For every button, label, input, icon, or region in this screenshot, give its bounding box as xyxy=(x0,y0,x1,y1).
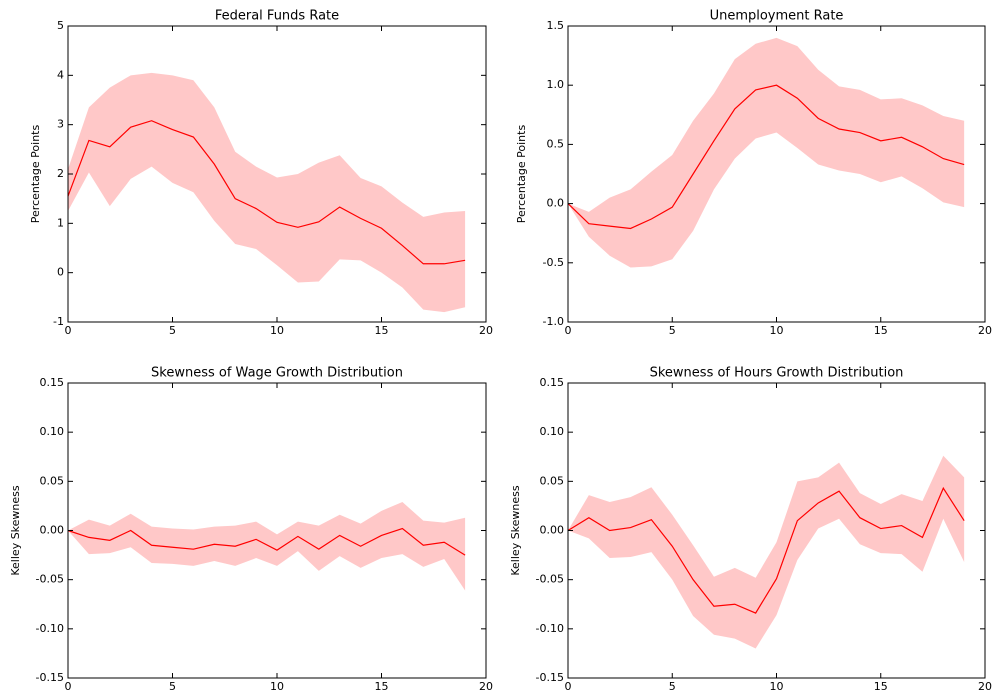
subplot: 0 5 10 15 20 -0.15 -0.10 -0.05 0.00 0.05 0.10 0.15 S… xyxy=(9,366,493,694)
x-tick-label: 20 xyxy=(978,324,992,337)
x-tick-label: 10 xyxy=(270,680,284,693)
y-tick-label: 1 xyxy=(57,216,64,229)
confidence-band xyxy=(68,72,466,313)
y-tick-label: 3 xyxy=(57,118,64,131)
y-tick-label: -0.15 xyxy=(536,671,564,684)
x-tick-label: 15 xyxy=(874,680,888,693)
series-line xyxy=(567,84,965,230)
y-tick-label: 0.05 xyxy=(540,474,565,487)
confidence-band xyxy=(568,37,965,268)
x-tick-label: 0 xyxy=(565,324,572,337)
subplot-title: Federal Funds Rate xyxy=(215,9,339,24)
y-tick-label: -0.5 xyxy=(543,256,564,269)
confidence-band xyxy=(568,455,965,649)
subplot-title: Skewness of Wage Growth Distribution xyxy=(151,366,403,381)
x-tick-label: 20 xyxy=(479,324,493,337)
y-tick-label: 5 xyxy=(57,19,64,32)
series-line xyxy=(567,486,965,614)
x-tick-label: 5 xyxy=(169,324,176,337)
y-tick-label: 0.5 xyxy=(547,137,565,150)
series-line xyxy=(67,527,466,556)
y-tick-label: 0.00 xyxy=(40,524,65,537)
y-axis-label: Percentage Points xyxy=(29,125,42,224)
x-tick-label: 0 xyxy=(65,680,72,693)
y-tick-label: -1 xyxy=(53,315,64,328)
x-tick-label: 20 xyxy=(978,680,992,693)
x-tick-label: 10 xyxy=(270,324,284,337)
x-tick-label: 10 xyxy=(770,680,784,693)
y-tick-label: -0.05 xyxy=(536,573,564,586)
y-tick-label: 2 xyxy=(57,167,64,180)
series-line xyxy=(67,120,466,265)
x-tick-label: 15 xyxy=(874,324,888,337)
confidence-band xyxy=(68,501,466,591)
y-axis-label: Kelley Skewness xyxy=(509,485,522,576)
y-tick-label: 0.15 xyxy=(540,376,565,389)
y-tick-label: 0.00 xyxy=(540,524,565,537)
y-tick-label: -0.10 xyxy=(36,622,64,635)
y-tick-label: -0.10 xyxy=(536,622,564,635)
y-tick-label: -0.05 xyxy=(36,573,64,586)
x-tick-label: 0 xyxy=(65,324,72,337)
subplot: 0 5 10 15 20 -0.15 -0.10 -0.05 0.00 0.05 0.10 0.15 S… xyxy=(509,366,992,694)
x-tick-label: 10 xyxy=(770,324,784,337)
x-tick-label: 5 xyxy=(669,680,676,693)
y-tick-label: 1.5 xyxy=(547,19,565,32)
x-tick-label: 15 xyxy=(375,324,389,337)
y-tick-label: 4 xyxy=(57,68,64,81)
x-tick-label: 5 xyxy=(669,324,676,337)
y-tick-label: -1.0 xyxy=(543,315,564,328)
subplot-title: Skewness of Hours Growth Distribution xyxy=(650,366,904,381)
x-tick-label: 20 xyxy=(479,680,493,693)
y-tick-label: 0.0 xyxy=(547,197,565,210)
y-axis-label: Kelley Skewness xyxy=(9,485,22,576)
x-tick-label: 5 xyxy=(169,680,176,693)
y-tick-label: 0.05 xyxy=(40,474,65,487)
y-tick-label: 0.10 xyxy=(540,425,565,438)
y-tick-label: 0.15 xyxy=(40,376,65,389)
y-tick-label: 0 xyxy=(57,266,64,279)
y-tick-label: -0.15 xyxy=(36,671,64,684)
subplot-title: Unemployment Rate xyxy=(710,9,844,24)
y-axis-label: Percentage Points xyxy=(515,125,528,224)
y-tick-label: 0.10 xyxy=(40,425,65,438)
subplot: 0 5 10 15 20 -1.0 -0.5 0.0 0.5 1.0 1.5 Unemployment… xyxy=(515,9,992,338)
x-tick-label: 15 xyxy=(375,680,389,693)
x-tick-label: 0 xyxy=(565,680,572,693)
y-tick-label: 1.0 xyxy=(547,78,565,91)
